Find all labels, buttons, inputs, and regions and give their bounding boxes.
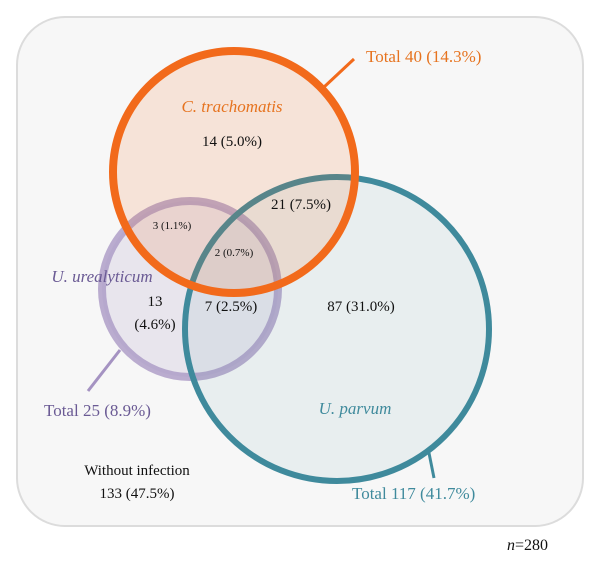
uu-name: U. urealyticum bbox=[51, 267, 152, 286]
sample-size-symbol: n bbox=[507, 537, 515, 554]
ct-name: C. trachomatis bbox=[181, 97, 282, 116]
uu-total: Total 25 (8.9%) bbox=[44, 401, 151, 420]
sample-size: n=280 bbox=[507, 537, 548, 554]
up-circle bbox=[182, 174, 492, 484]
region-ct-only: 14 (5.0%) bbox=[202, 134, 262, 150]
region-uu-only-pct: (4.6%) bbox=[134, 317, 175, 333]
ct-leader-line bbox=[321, 57, 356, 90]
region-ct-up: 21 (7.5%) bbox=[271, 197, 331, 213]
region-up-only: 87 (31.0%) bbox=[327, 299, 395, 315]
region-uu-only-count: 13 bbox=[148, 294, 163, 310]
up-leader-line bbox=[426, 447, 436, 479]
region-ct-uu-up: 2 (0.7%) bbox=[215, 247, 254, 259]
uu-leader-line bbox=[86, 349, 122, 392]
region-uu-up: 7 (2.5%) bbox=[205, 299, 258, 315]
without-infection-label: Without infection bbox=[84, 463, 190, 479]
without-infection-value: 133 (47.5%) bbox=[100, 486, 175, 502]
up-total: Total 117 (41.7%) bbox=[352, 484, 475, 503]
ct-total: Total 40 (14.3%) bbox=[366, 47, 481, 66]
up-name: U. parvum bbox=[319, 399, 392, 418]
ct-circle bbox=[109, 47, 359, 297]
region-ct-uu: 3 (1.1%) bbox=[153, 220, 192, 232]
sample-size-value: =280 bbox=[515, 537, 548, 554]
